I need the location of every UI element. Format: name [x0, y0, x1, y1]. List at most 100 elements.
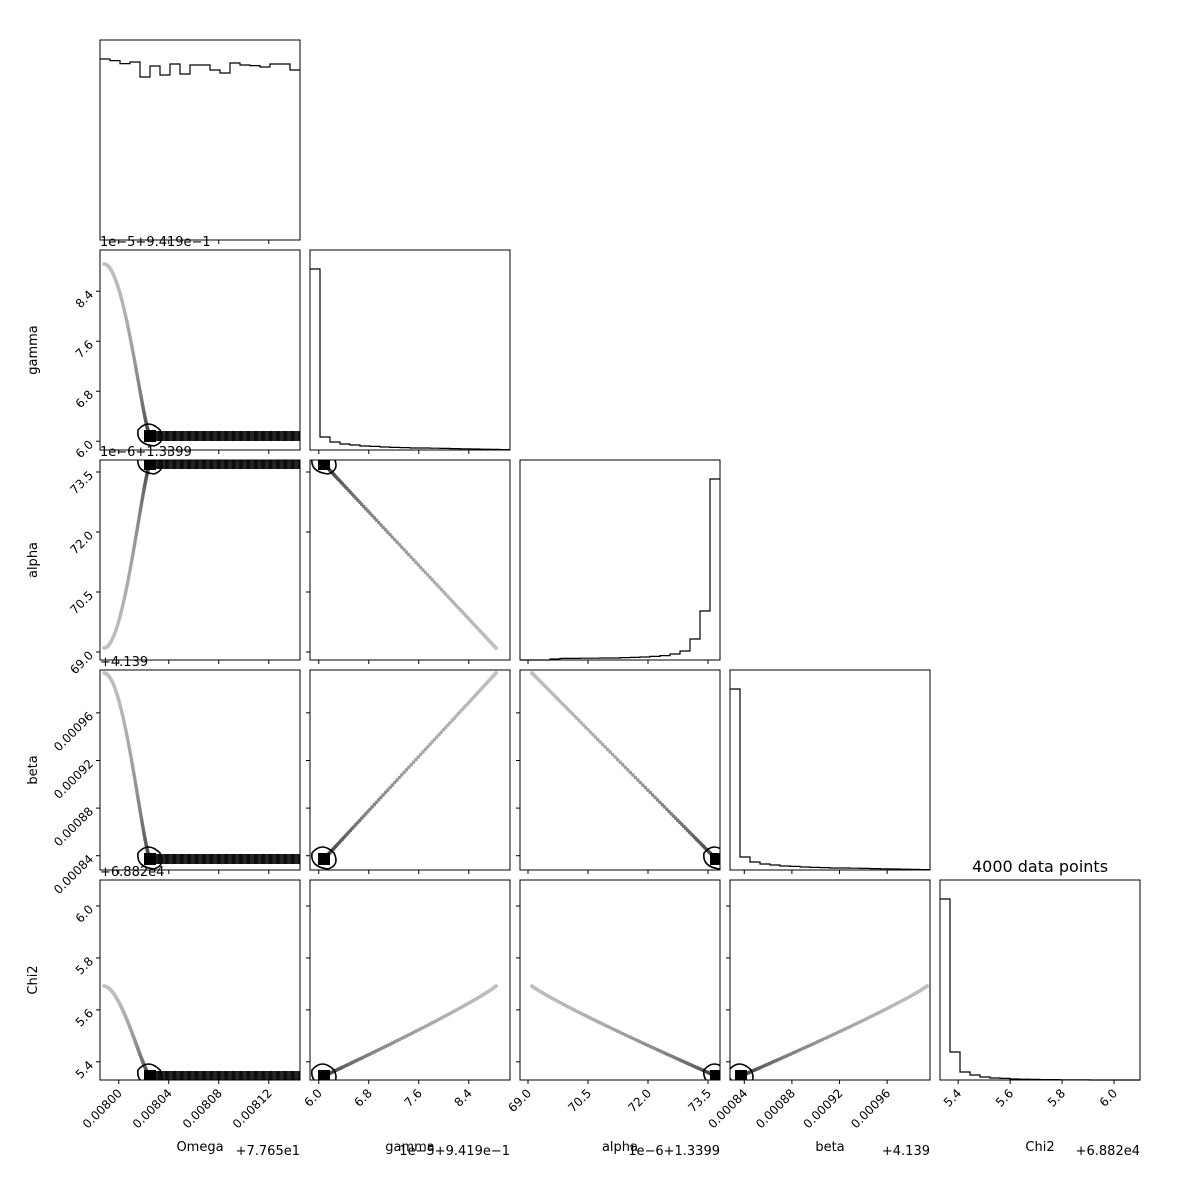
offset-text-Chi2: +6.882e4	[1076, 1144, 1140, 1159]
sample-point	[432, 737, 437, 742]
density-cell	[294, 1071, 300, 1080]
density-cell	[287, 854, 293, 864]
sample-point	[416, 755, 421, 759]
density-cell	[205, 1071, 211, 1080]
density-cell	[194, 854, 200, 864]
sample-point	[418, 752, 423, 757]
sample-point	[446, 594, 450, 599]
ytick-label-gamma: 6.8	[73, 387, 96, 410]
sample-point	[577, 718, 581, 723]
panel-alpha-alpha	[519, 459, 721, 661]
sample-point	[421, 750, 425, 754]
density-cell	[154, 1071, 159, 1080]
density-cell	[172, 854, 178, 864]
density-cell	[194, 1071, 200, 1080]
xtick-label-alpha: 70.5	[565, 1086, 594, 1115]
ytick-label-beta: 0.00088	[51, 804, 96, 849]
density-cell	[168, 1071, 174, 1080]
density-cell	[298, 460, 300, 469]
density-cell	[202, 460, 208, 469]
density-cell	[253, 460, 259, 469]
density-cell	[268, 431, 274, 441]
density-cell	[220, 854, 226, 864]
axis-label-y-gamma: gamma	[26, 325, 41, 375]
density-cell	[220, 1071, 226, 1080]
density-cell	[265, 1071, 270, 1080]
density-cell	[287, 1071, 293, 1080]
sample-point	[579, 720, 584, 725]
density-cell	[176, 431, 182, 441]
density-cell	[183, 854, 189, 864]
xtick-label-alpha: 69.0	[505, 1086, 534, 1115]
panel-gamma-gamma	[309, 249, 511, 451]
xtick-label-Chi2: 5.8	[1045, 1086, 1068, 1109]
sample-point	[618, 760, 623, 764]
density-cell	[187, 460, 193, 469]
sample-point	[409, 555, 413, 560]
axis-label-gamma: gamma	[385, 1140, 435, 1155]
sample-point	[388, 785, 392, 790]
density-cell	[228, 431, 233, 441]
density-cell	[168, 431, 174, 441]
sample-point	[372, 802, 377, 807]
density-cell	[272, 854, 278, 864]
panel-beta-alpha	[519, 669, 721, 871]
density-cell	[168, 460, 174, 469]
density-cell	[250, 1071, 256, 1080]
density-cell	[279, 1071, 285, 1080]
sample-point	[416, 563, 421, 567]
sample-point	[658, 800, 662, 805]
sample-point	[448, 720, 452, 725]
xtick-label-gamma: 6.0	[301, 1086, 324, 1109]
sample-point	[368, 511, 372, 516]
density-cell	[246, 431, 252, 441]
panel-beta-gamma	[309, 669, 511, 871]
sample-point	[383, 527, 388, 532]
density-cell	[172, 431, 178, 441]
sample-point	[435, 582, 439, 587]
density-cell	[187, 854, 193, 864]
text-layer: 6.06.87.68.469.070.572.073.50.000840.000…	[26, 235, 1140, 1159]
density-alpha-gamma	[311, 460, 498, 650]
sample-point	[399, 773, 404, 777]
density-cell	[224, 854, 230, 864]
density-cell	[157, 854, 163, 864]
sample-point	[411, 760, 416, 764]
sample-point	[379, 523, 383, 527]
density-cell	[194, 460, 200, 469]
sample-point	[450, 599, 454, 603]
ytick-label-Chi2: 5.4	[73, 1058, 96, 1081]
density-cell	[257, 854, 263, 864]
xtick-label-gamma: 7.6	[401, 1086, 424, 1109]
density-peak	[710, 853, 720, 865]
density-cell	[242, 460, 248, 469]
sample-point	[423, 747, 428, 752]
sample-point	[439, 587, 444, 592]
sample-point	[669, 811, 674, 816]
density-cell	[235, 460, 241, 469]
contour-line	[137, 460, 163, 475]
sample-point	[586, 727, 590, 732]
ytick-label-Chi2: 6.0	[73, 902, 96, 925]
sample-point	[628, 770, 633, 775]
contour-line	[703, 846, 720, 870]
density-cell	[176, 1071, 182, 1080]
density-cell	[276, 431, 282, 441]
density-cell	[216, 854, 222, 864]
sample-point	[588, 730, 593, 734]
density-cell	[168, 854, 174, 864]
density-cell	[268, 854, 274, 864]
density-cell	[213, 854, 219, 864]
density-cell	[290, 460, 296, 469]
ytick-label-Chi2: 5.6	[73, 1006, 96, 1029]
density-cell	[179, 431, 185, 441]
density-cell	[172, 460, 178, 469]
sample-point	[414, 560, 418, 565]
density-cell	[239, 854, 245, 864]
density-cell	[239, 460, 245, 469]
sample-point	[443, 725, 448, 730]
sample-point	[392, 537, 397, 542]
sample-point	[395, 778, 399, 782]
sample-point	[430, 578, 435, 582]
